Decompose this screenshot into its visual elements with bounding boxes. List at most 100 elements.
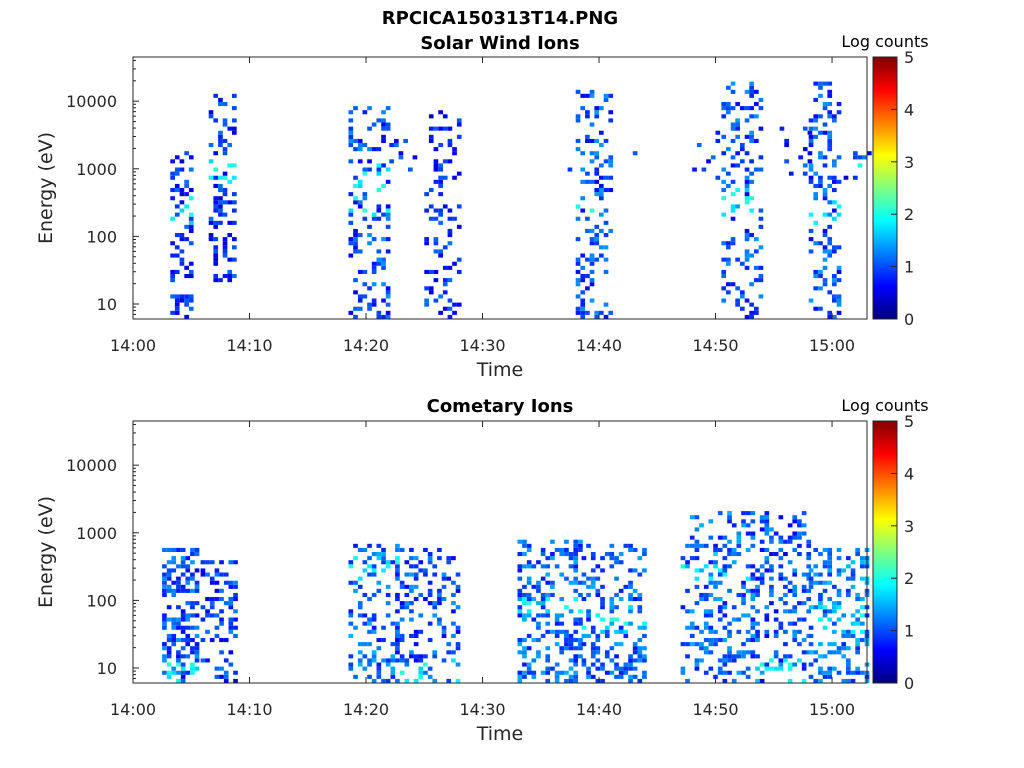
heatmap-cell <box>822 654 828 659</box>
heatmap-cell <box>176 564 181 569</box>
heatmap-cell <box>179 192 185 197</box>
heatmap-cell <box>813 269 819 274</box>
heatmap-cell <box>730 122 736 127</box>
heatmap-cell <box>568 658 574 663</box>
heatmap-cell <box>726 290 731 295</box>
heatmap-cell <box>390 621 396 626</box>
x-tick-label: 14:30 <box>459 336 505 355</box>
heatmap-cell <box>526 662 532 667</box>
heatmap-cell <box>455 625 461 630</box>
heatmap-cell <box>808 179 814 184</box>
heatmap-cell <box>797 601 802 606</box>
heatmap-cell <box>162 617 167 622</box>
heatmap-cell <box>357 658 363 663</box>
heatmap-cell <box>567 167 573 172</box>
heatmap-cell <box>841 613 847 618</box>
heatmap-cell <box>827 93 833 98</box>
heatmap-cell <box>413 658 419 663</box>
heatmap-cell <box>166 633 172 638</box>
heatmap-cell <box>594 138 600 143</box>
heatmap-cell <box>832 200 837 205</box>
heatmap-cell <box>806 552 812 557</box>
heatmap-cell <box>759 572 765 577</box>
heatmap-cell <box>190 670 195 675</box>
heatmap-cell <box>827 572 833 577</box>
heatmap-cell <box>604 670 610 675</box>
heatmap-cell <box>447 126 453 131</box>
heatmap-cell <box>162 588 167 593</box>
heatmap-cell <box>348 143 354 148</box>
heatmap-cell <box>609 564 615 569</box>
heatmap-cell <box>850 584 856 589</box>
heatmap-cell <box>522 543 527 548</box>
heatmap-cell <box>536 560 541 565</box>
heatmap-cell <box>836 670 842 675</box>
heatmap-cell <box>836 265 842 270</box>
heatmap-cell <box>769 584 774 589</box>
heatmap-cell <box>586 633 591 638</box>
heatmap-cell <box>595 678 601 683</box>
heatmap-cell <box>860 613 865 618</box>
heatmap-cell <box>228 617 234 622</box>
heatmap-cell <box>214 580 220 585</box>
x-axis: 14:00 14:10 14:20 14:30 14:40 14:50 15:00 <box>110 421 855 719</box>
heatmap-cell <box>357 249 363 254</box>
heatmap-cell <box>608 159 614 164</box>
heatmap-cell <box>822 613 828 618</box>
heatmap-cell <box>550 666 555 671</box>
heatmap-cell <box>806 564 812 569</box>
heatmap-cell <box>860 560 865 565</box>
heatmap-cell <box>447 138 453 143</box>
heatmap-cell <box>517 597 523 602</box>
y-tick-label: 100 <box>86 227 117 246</box>
heatmap-cell <box>603 257 609 262</box>
heatmap-cell <box>717 535 723 540</box>
heatmap-cell <box>376 171 382 176</box>
heatmap-cell <box>708 629 714 634</box>
heatmap-cell <box>404 605 410 610</box>
heatmap-cell <box>703 592 709 597</box>
heatmap-cell <box>353 183 358 188</box>
heatmap-cell <box>721 151 727 156</box>
heatmap-cell <box>717 609 723 614</box>
heatmap-cell <box>694 515 700 520</box>
heatmap-cell <box>599 245 604 250</box>
heatmap-cell <box>222 147 228 152</box>
heatmap-cell <box>787 580 793 585</box>
x-tick-label: 14:30 <box>459 700 505 719</box>
heatmap-cell <box>703 621 709 626</box>
heatmap-cell <box>808 584 814 589</box>
heatmap-cell <box>822 625 828 630</box>
heatmap-cells <box>170 81 872 319</box>
heatmap-cell <box>764 629 770 634</box>
heatmap-cell <box>637 654 643 659</box>
heatmap-cell <box>418 674 424 679</box>
heatmap-cell <box>727 515 732 520</box>
heatmap-cell <box>726 183 731 188</box>
heatmap-cell <box>180 572 186 577</box>
heatmap-cell <box>409 564 414 569</box>
x-tick-label: 14:40 <box>576 700 622 719</box>
heatmap-cell <box>827 650 833 655</box>
heatmap-cell <box>213 196 219 201</box>
heatmap-cell <box>573 580 579 585</box>
heatmap-cell <box>442 126 448 131</box>
heatmap-cell <box>836 650 842 655</box>
heatmap-cell <box>409 654 414 659</box>
heatmap-cell <box>348 192 354 197</box>
heatmap-cell <box>559 552 565 557</box>
x-tick-label: 14:50 <box>692 336 738 355</box>
heatmap-cell <box>194 547 200 552</box>
heatmap-cell <box>200 638 206 643</box>
heatmap-cell <box>517 576 523 581</box>
colorbar-tick-label: 5 <box>904 48 914 67</box>
heatmap-cell <box>456 171 462 176</box>
heatmap-cell <box>232 220 237 225</box>
heatmap-cell <box>371 552 377 557</box>
heatmap-cell <box>447 228 453 233</box>
heatmap-cell <box>589 208 595 213</box>
heatmap-cell <box>162 580 167 585</box>
heatmap-cell <box>437 592 442 597</box>
heatmap-cell <box>573 552 579 557</box>
heatmap-cell <box>827 568 833 573</box>
